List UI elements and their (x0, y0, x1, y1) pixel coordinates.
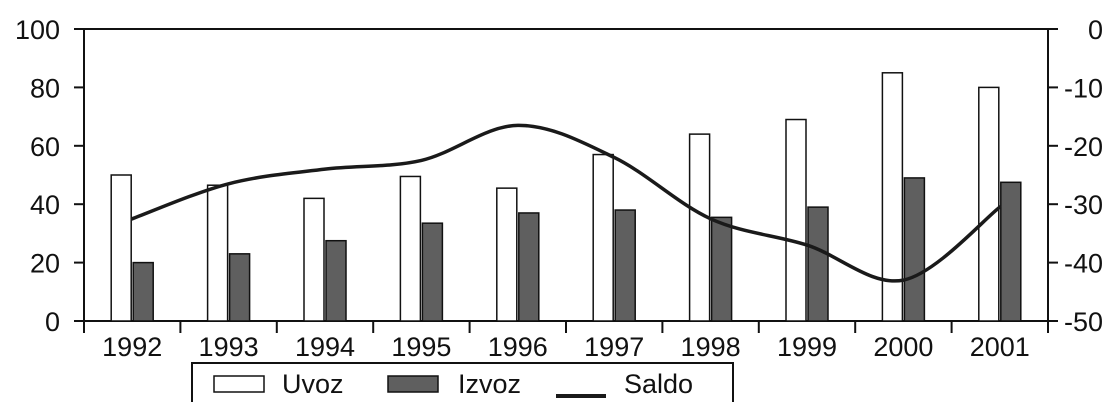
x-tick-label: 1997 (584, 332, 644, 362)
right-y-tick-label: -30 (1064, 190, 1103, 220)
x-tick-label: 1998 (681, 332, 741, 362)
right-y-tick-label: -50 (1064, 307, 1103, 337)
x-tick-label: 1996 (488, 332, 548, 362)
saldo-line-group (130, 123, 1002, 283)
x-tick-label: 1994 (295, 332, 355, 362)
bar-izvoz (710, 216, 733, 322)
right-y-tick-label: 0 (1088, 15, 1103, 45)
bar-uvoz (785, 118, 807, 322)
legend-box (191, 362, 734, 402)
bar-uvoz (399, 175, 422, 322)
legend-label-uvoz: Uvoz (282, 369, 344, 399)
x-tick-label: 1995 (391, 332, 451, 362)
bar-uvoz (110, 174, 132, 322)
right-y-tick-label: -40 (1064, 249, 1103, 279)
bar-izvoz (421, 222, 444, 322)
x-tick-label: 2000 (873, 332, 933, 362)
left-y-tick-label: 20 (30, 249, 60, 279)
bar-uvoz (496, 187, 518, 322)
bar-izvoz (903, 177, 926, 322)
legend: Uvoz Izvoz Saldo (191, 362, 734, 402)
legend-label-izvoz: Izvoz (458, 369, 521, 399)
bar-uvoz (978, 86, 1000, 322)
legend-swatch-izvoz (387, 375, 439, 393)
x-tick-label: 2001 (970, 332, 1030, 362)
bars-group (110, 72, 1022, 322)
right-y-tick-label: -10 (1064, 73, 1103, 103)
bar-izvoz (132, 261, 154, 322)
saldo-line (130, 123, 1002, 283)
left-y-tick-label: 0 (45, 307, 60, 337)
bar-uvoz (688, 133, 711, 322)
bar-uvoz (303, 197, 325, 322)
bar-izvoz (614, 209, 636, 322)
right-y-tick-label: -20 (1064, 132, 1103, 162)
bar-izvoz (807, 206, 829, 322)
bar-uvoz (592, 153, 614, 322)
bar-izvoz (228, 253, 251, 322)
legend-swatch-uvoz (213, 375, 265, 393)
x-tick-label: 1993 (199, 332, 259, 362)
x-tick-label: 1992 (102, 332, 162, 362)
bar-uvoz (206, 184, 229, 322)
left-y-tick-label: 40 (30, 190, 60, 220)
left-y-tick-label: 80 (30, 73, 60, 103)
left-y-tick-label: 60 (30, 132, 60, 162)
x-tick-label: 1999 (777, 332, 837, 362)
bar-uvoz (881, 72, 904, 322)
bar-izvoz (325, 239, 347, 322)
bar-izvoz (1000, 181, 1022, 322)
left-y-tick-label: 100 (15, 15, 60, 45)
axes-group: 0 20 40 60 80 100 0 -10 -20 -30 -40 -50 1992 1993 1994… (15, 15, 1103, 362)
bar-izvoz (518, 212, 540, 322)
legend-label-saldo: Saldo (624, 369, 693, 399)
